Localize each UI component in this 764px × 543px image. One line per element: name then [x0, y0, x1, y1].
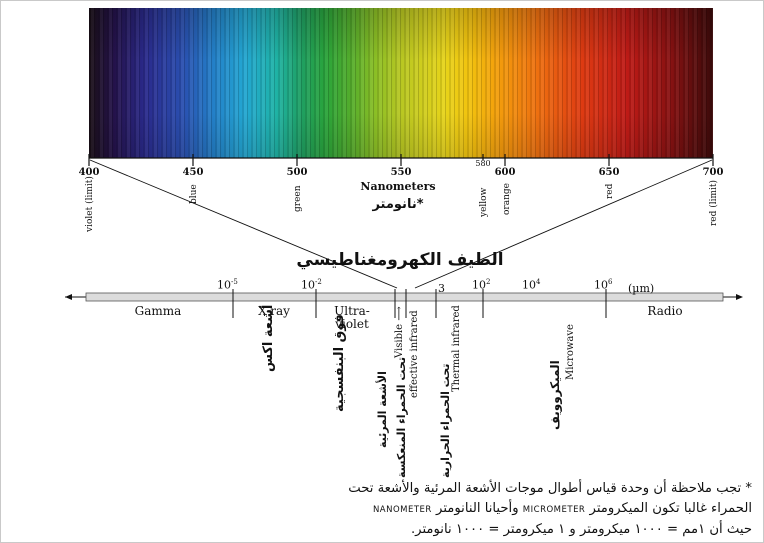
region-uv-2: violet — [335, 317, 369, 331]
tick-500: 500 — [286, 167, 308, 178]
label-thermal-ir-ar: تحت الحمراء الحرارية — [439, 363, 452, 478]
color-red-limit: red (limit) — [709, 179, 719, 226]
footnote-line-2: الحمراء غالبا تكون الميكرومتر MICROMETER… — [372, 501, 752, 516]
label-xray-ar: أشعة اكس — [261, 304, 276, 372]
label-microwave-ar: الميكروويف — [548, 360, 562, 430]
color-violet-limit: violet (limit) — [85, 176, 95, 232]
tick-700: 700 — [702, 167, 724, 178]
tick-580: 580 — [475, 159, 491, 168]
color-green: green — [293, 185, 303, 212]
footnote: * تجب ملاحظة أن وحدة قياس أطوال موجات ال… — [10, 479, 752, 540]
spectrum-title-ar: الطيف الكهرومغناطيسي — [296, 250, 504, 270]
nanometers-label-ar: نانومتر* — [372, 197, 424, 212]
label-microwave: Microwave — [565, 324, 576, 380]
tick-450: 450 — [182, 167, 204, 178]
region-xray: X-ray — [258, 304, 290, 318]
label-1e2: 102 — [472, 278, 491, 292]
label-effective-ir: effective infrared — [409, 310, 420, 398]
label-thermal-ir: Thermal infrared — [451, 305, 462, 392]
label-visible-ar: الأشعة المرئية — [376, 371, 389, 448]
label-1e-2: 10-2 — [301, 278, 322, 292]
label-visible: Visible ⟶ — [394, 306, 405, 358]
region-radio: Radio — [647, 304, 683, 318]
label-3: 3 — [438, 282, 445, 295]
footnote-line-1: * تجب ملاحظة أن وحدة قياس أطوال موجات ال… — [348, 481, 752, 496]
label-uv-ar: فوق البنفسجية — [332, 314, 347, 412]
color-yellow: yellow — [479, 187, 489, 217]
label-1e4: 104 — [522, 278, 541, 292]
color-orange: orange — [502, 183, 512, 215]
color-red: red — [605, 183, 615, 199]
color-blue: blue — [189, 184, 199, 204]
tick-400: 400 — [78, 167, 100, 178]
tick-600: 600 — [494, 167, 516, 178]
label-1e-5: 10-5 — [217, 278, 238, 292]
label-1e6: 106 — [594, 278, 613, 292]
footnote-line-3: حيث أن ١مم = ١٠٠٠ ميكرومتر و ١ ميكرومتر … — [410, 522, 752, 537]
visible-spectrum-band — [89, 8, 713, 158]
tick-650: 650 — [598, 167, 620, 178]
region-uv-1: Ultra- — [334, 304, 370, 318]
label-effective-ir-ar: تحت الحمراء المنعكسة — [395, 356, 408, 478]
unit-um: (µm) — [628, 282, 655, 295]
tick-550: 550 — [390, 167, 412, 178]
region-gamma: Gamma — [134, 304, 182, 318]
nanometers-label: Nanometers — [360, 180, 436, 193]
